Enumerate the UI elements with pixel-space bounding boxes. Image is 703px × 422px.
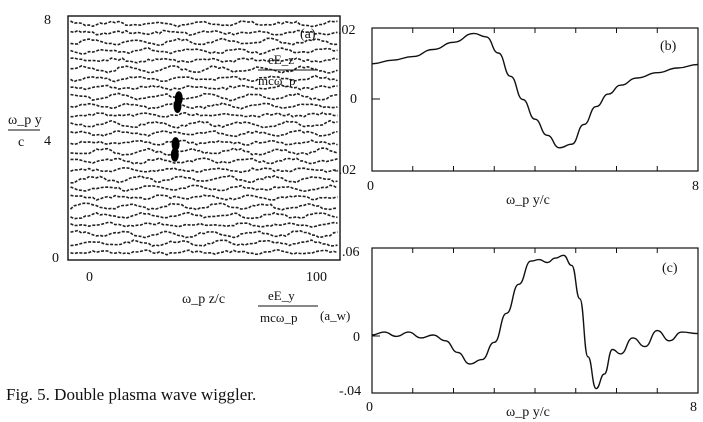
panel-c-ylabel-unit: (a_w) [320, 308, 350, 323]
panel-a-tracer-row [70, 29, 338, 36]
panel-b-line [371, 32, 699, 149]
panel-a-tracer-row [70, 147, 338, 157]
panel-c-ytick-bot: -.04 [339, 384, 361, 399]
panel-a-tracer-row [70, 37, 338, 47]
panel-a-label: (a) [300, 27, 316, 42]
panel-b-label: (b) [660, 39, 677, 54]
panel-a-tracer-row [70, 229, 338, 239]
panel-a-tracer-row [70, 64, 338, 74]
panel-c-ylabel-num: eE_y [268, 288, 295, 303]
panel-c-xtick-8: 8 [690, 400, 697, 415]
panel-a-xtick-0: 0 [86, 270, 93, 285]
panel-a-frame [67, 15, 341, 261]
panel-c-line [371, 254, 699, 390]
panel-a-tracer-row [70, 156, 338, 165]
panel-a-tracer-row [70, 239, 338, 247]
panel-b-ytick-mid: 0 [350, 92, 357, 107]
panel-a-ytick-8: 8 [44, 13, 51, 28]
panel-a-tracer-row [70, 211, 338, 220]
panel-a-xlabel: ω_p z/c [182, 292, 225, 307]
panel-a-tracer-row [70, 101, 338, 110]
panel-c-xlabel: ω_p y/c [506, 405, 550, 420]
panel-a-ylabel-bottom: c [18, 135, 24, 150]
panel-a-tracer-row [69, 202, 338, 211]
panel-a-ylabel-top: ω_p y [8, 113, 42, 128]
panel-a-tracer-rows [69, 20, 338, 256]
panel-b-ytick-bot: -.02 [334, 163, 356, 178]
panel-c-xtick-0: 0 [366, 400, 373, 415]
panel-a-xtick-100: 100 [306, 270, 327, 285]
panel-c-ytick-mid: 0 [353, 330, 360, 345]
panel-b: (b) .02 0 -.02 0 8 ω_p y/c eE_z mcω_p [258, 23, 699, 208]
panel-a-tracer-row [70, 194, 338, 201]
panel-a-tracer-row [70, 166, 338, 174]
panel-a-ytick-0: 0 [52, 251, 59, 266]
panel-b-ylabel-den: mcω_p [258, 73, 295, 88]
panel-a-clump-point [170, 147, 179, 162]
panel-a-tracer-row [70, 74, 338, 83]
panel-b-xtick-0: 0 [367, 179, 374, 194]
panel-c-label: (c) [662, 261, 678, 276]
panel-b-xlabel: ω_p y/c [506, 193, 550, 208]
panel-a-tracer-row [70, 249, 338, 256]
figure-caption: Fig. 5. Double plasma wave wiggler. [6, 385, 257, 404]
panel-a-tracer-row [70, 184, 338, 193]
panel-a-ytick-4: 4 [44, 134, 51, 149]
panel-b-frame [371, 27, 699, 172]
panel-c-frame [371, 247, 699, 394]
panel-a-tracer-row [70, 221, 338, 228]
panel-a-clump-point [173, 99, 182, 113]
panel-c-ylabel-den: mcω_p [260, 310, 297, 325]
panel-b-ytick-top: .02 [338, 23, 356, 38]
panel-a-tracer-row [70, 20, 338, 28]
panel-a-tracer-row [70, 57, 338, 64]
panel-a-tracer-row [70, 92, 338, 102]
panel-a-tracer-row [70, 47, 338, 55]
panel-a-tracer-row [70, 129, 338, 138]
panel-a-tracer-row [70, 139, 338, 146]
panel-b-xtick-8: 8 [692, 179, 699, 194]
panel-a-tracer-row [70, 119, 338, 129]
panel-b-ylabel-num: eE_z [268, 52, 294, 67]
panel-c-ytick-top: .06 [342, 245, 360, 260]
panel-a-clumps [170, 91, 183, 162]
panel-a-tracer-row [70, 111, 338, 118]
panel-a: (a) 8 4 0 0 100 ω_p z/c ω_p y c [8, 13, 341, 307]
panel-a-clump-point [171, 137, 180, 152]
panel-c: (c) .06 0 -.04 0 8 ω_p y/c eE_y mcω_p (a… [258, 245, 699, 420]
panel-a-tracer-row [70, 84, 338, 91]
